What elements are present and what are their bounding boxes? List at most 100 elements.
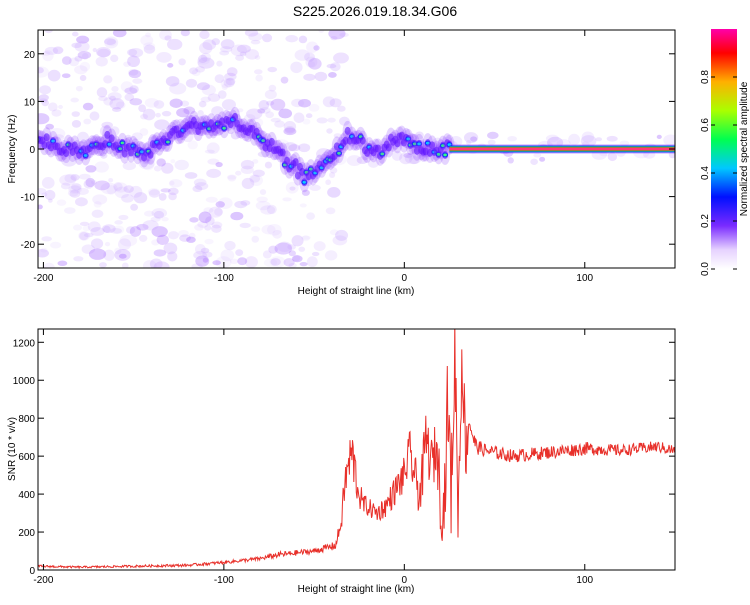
noise-blob (229, 258, 239, 265)
noise-blob (235, 170, 242, 176)
noise-blob (301, 235, 311, 240)
noise-blob (178, 229, 189, 238)
noise-blob (240, 165, 254, 175)
noise-blob (167, 187, 179, 196)
noise-blob (122, 161, 137, 171)
ridge-core (80, 145, 87, 154)
noise-blob (326, 128, 333, 134)
noise-blob (161, 162, 174, 174)
noise-blob (539, 156, 546, 162)
noise-blob (93, 201, 102, 208)
noise-blob (257, 151, 270, 158)
snr-series-line (38, 329, 675, 570)
noise-blob (220, 249, 235, 262)
noise-blob (90, 180, 97, 185)
noise-blob (143, 44, 156, 54)
noise-blob (113, 182, 123, 191)
noise-blob (154, 119, 170, 130)
noise-blob (112, 107, 122, 112)
ridge-peak-center (447, 143, 452, 147)
noise-blob (142, 158, 155, 171)
noise-blob (240, 200, 251, 206)
noise-blob (38, 98, 48, 103)
y-tick-label: 600 (18, 452, 35, 463)
noise-blob (153, 100, 165, 109)
noise-blob (45, 123, 54, 130)
ridge-peak-center (412, 142, 417, 146)
noise-blob (415, 131, 424, 140)
noise-blob (96, 87, 108, 98)
noise-blob (194, 182, 209, 190)
ridge-core (413, 146, 420, 155)
noise-blob (91, 209, 104, 218)
noise-blob (40, 247, 48, 253)
noise-blob (212, 260, 221, 266)
noise-blob (153, 210, 165, 219)
noise-blob (168, 179, 183, 188)
noise-blob (298, 99, 311, 108)
noise-blob (533, 152, 542, 158)
noise-blob (44, 46, 59, 55)
noise-blob (399, 152, 413, 165)
noise-blob (85, 165, 97, 173)
noise-blob (184, 172, 198, 179)
ridge-core (108, 134, 115, 143)
noise-blob (75, 85, 83, 92)
noise-blob (240, 159, 255, 170)
noise-blob (288, 144, 301, 152)
noise-blob (168, 192, 177, 201)
noise-blob (211, 224, 222, 233)
noise-blob (161, 216, 169, 222)
noise-blob (107, 92, 122, 101)
noise-blob (153, 249, 167, 257)
noise-blob (211, 221, 223, 229)
noise-blob (103, 249, 115, 261)
ridge-core (294, 171, 301, 180)
noise-blob (194, 243, 206, 255)
noise-blob (127, 55, 140, 68)
noise-blob (79, 61, 91, 72)
noise-blob (311, 251, 320, 257)
noise-blob (218, 197, 233, 209)
noise-blob (118, 214, 129, 220)
noise-blob (59, 174, 76, 186)
noise-blob (274, 242, 293, 255)
noise-blob (195, 255, 210, 267)
noise-blob (96, 46, 111, 58)
ridge-core (292, 158, 299, 167)
noise-blob (224, 240, 236, 251)
colorbar-tick-label: 0.0 (700, 262, 711, 276)
noise-blob (38, 204, 43, 210)
noise-blob (38, 67, 44, 74)
noise-blob (313, 45, 320, 51)
ridge-peak-center (417, 142, 421, 146)
noise-blob (136, 223, 149, 231)
noise-blob (110, 227, 122, 234)
noise-blob (189, 217, 199, 223)
snr-xlabel: Height of straight line (km) (298, 584, 415, 595)
noise-blob (278, 108, 293, 119)
noise-blob (124, 134, 133, 143)
noise-blob (663, 134, 675, 147)
noise-blob (185, 78, 198, 88)
noise-blob (227, 175, 237, 182)
ridge-core (359, 136, 366, 145)
noise-blob (38, 66, 49, 78)
noise-blob (81, 53, 89, 60)
noise-blob (329, 229, 339, 236)
ridge-peak-center (118, 147, 123, 151)
noise-blob (270, 98, 286, 111)
noise-blob (299, 262, 308, 267)
noise-blob (76, 187, 89, 195)
noise-blob (47, 102, 58, 112)
noise-blob (606, 135, 618, 142)
ridge-peak-center (107, 142, 112, 146)
noise-blob (130, 203, 139, 211)
noise-blob (147, 188, 160, 196)
noise-blob (193, 178, 207, 187)
noise-blob (121, 262, 129, 268)
noise-blob (179, 100, 190, 107)
noise-blob (217, 90, 227, 99)
noise-blob (595, 137, 603, 142)
noise-blob (151, 208, 168, 218)
